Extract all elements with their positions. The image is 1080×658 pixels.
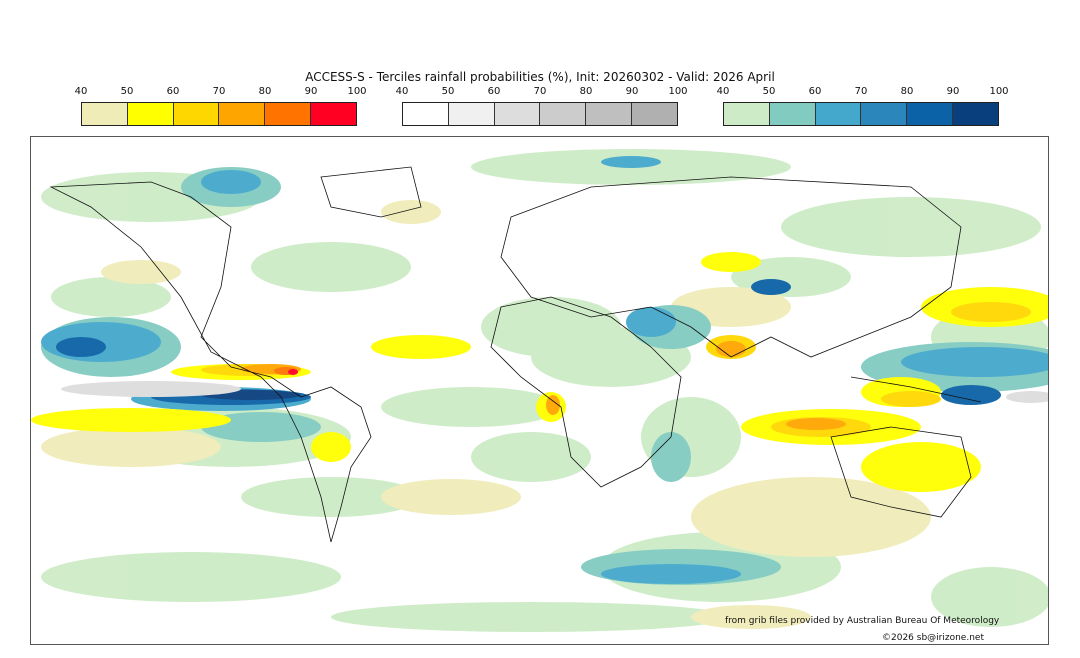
tick: 50	[441, 86, 455, 97]
tick: 80	[579, 86, 593, 97]
colorbar-swatch	[586, 103, 633, 125]
world-map	[30, 136, 1049, 645]
tick: 70	[533, 86, 547, 97]
colorbar-swatch	[82, 103, 128, 125]
colorbar-swatch	[632, 103, 677, 125]
tick: 80	[900, 86, 914, 97]
tick: 60	[808, 86, 822, 97]
colorbar-swatch	[311, 103, 356, 125]
chart-title: ACCESS-S - Terciles rainfall probabiliti…	[305, 70, 775, 84]
colorbar-swatch	[403, 103, 449, 125]
coastlines	[49, 166, 982, 543]
tick: 60	[487, 86, 501, 97]
colorbar-swatch	[953, 103, 998, 125]
colorbar-swatch	[494, 103, 541, 125]
colorbar-swatch	[127, 103, 174, 125]
colorbar-ticks-below: 40 50 60 70 80 90 100	[717, 86, 1009, 98]
copyright: ©2026 sb@irizone.net	[882, 633, 984, 643]
colorbar-swatch	[540, 103, 587, 125]
tick: 100	[989, 86, 1009, 97]
tick: 90	[625, 86, 639, 97]
tick: 50	[762, 86, 776, 97]
tick: 40	[716, 86, 730, 97]
probability-fields	[31, 149, 1048, 632]
tick: 80	[258, 86, 272, 97]
map-canvas	[31, 149, 1048, 632]
colorbar-ticks-normal: 40 50 60 70 80 90 100	[396, 86, 688, 98]
colorbar-swatch	[219, 103, 266, 125]
colorbar-swatch	[173, 103, 220, 125]
colorbar-swatch	[769, 103, 816, 125]
tick: 100	[668, 86, 688, 97]
colorbar-swatch	[907, 103, 954, 125]
colorbar-swatch	[861, 103, 908, 125]
colorbar-swatch	[448, 103, 495, 125]
tick: 90	[304, 86, 318, 97]
tick: 60	[166, 86, 180, 97]
tick: 70	[854, 86, 868, 97]
tick: 90	[946, 86, 960, 97]
colorbar-swatch	[265, 103, 312, 125]
tick: 70	[212, 86, 226, 97]
tick: 40	[74, 86, 88, 97]
source-credit: from grib files provided by Australian B…	[725, 616, 1000, 626]
colorbar-swatch	[724, 103, 770, 125]
tick: 100	[347, 86, 367, 97]
colorbar-below-normal	[723, 102, 999, 126]
tick: 40	[395, 86, 409, 97]
colorbar-ticks-above: 40 50 60 70 80 90 100	[75, 86, 367, 98]
colorbar-swatch	[815, 103, 862, 125]
tick: 50	[120, 86, 134, 97]
colorbar-normal	[402, 102, 678, 126]
colorbar-above-normal	[81, 102, 357, 126]
